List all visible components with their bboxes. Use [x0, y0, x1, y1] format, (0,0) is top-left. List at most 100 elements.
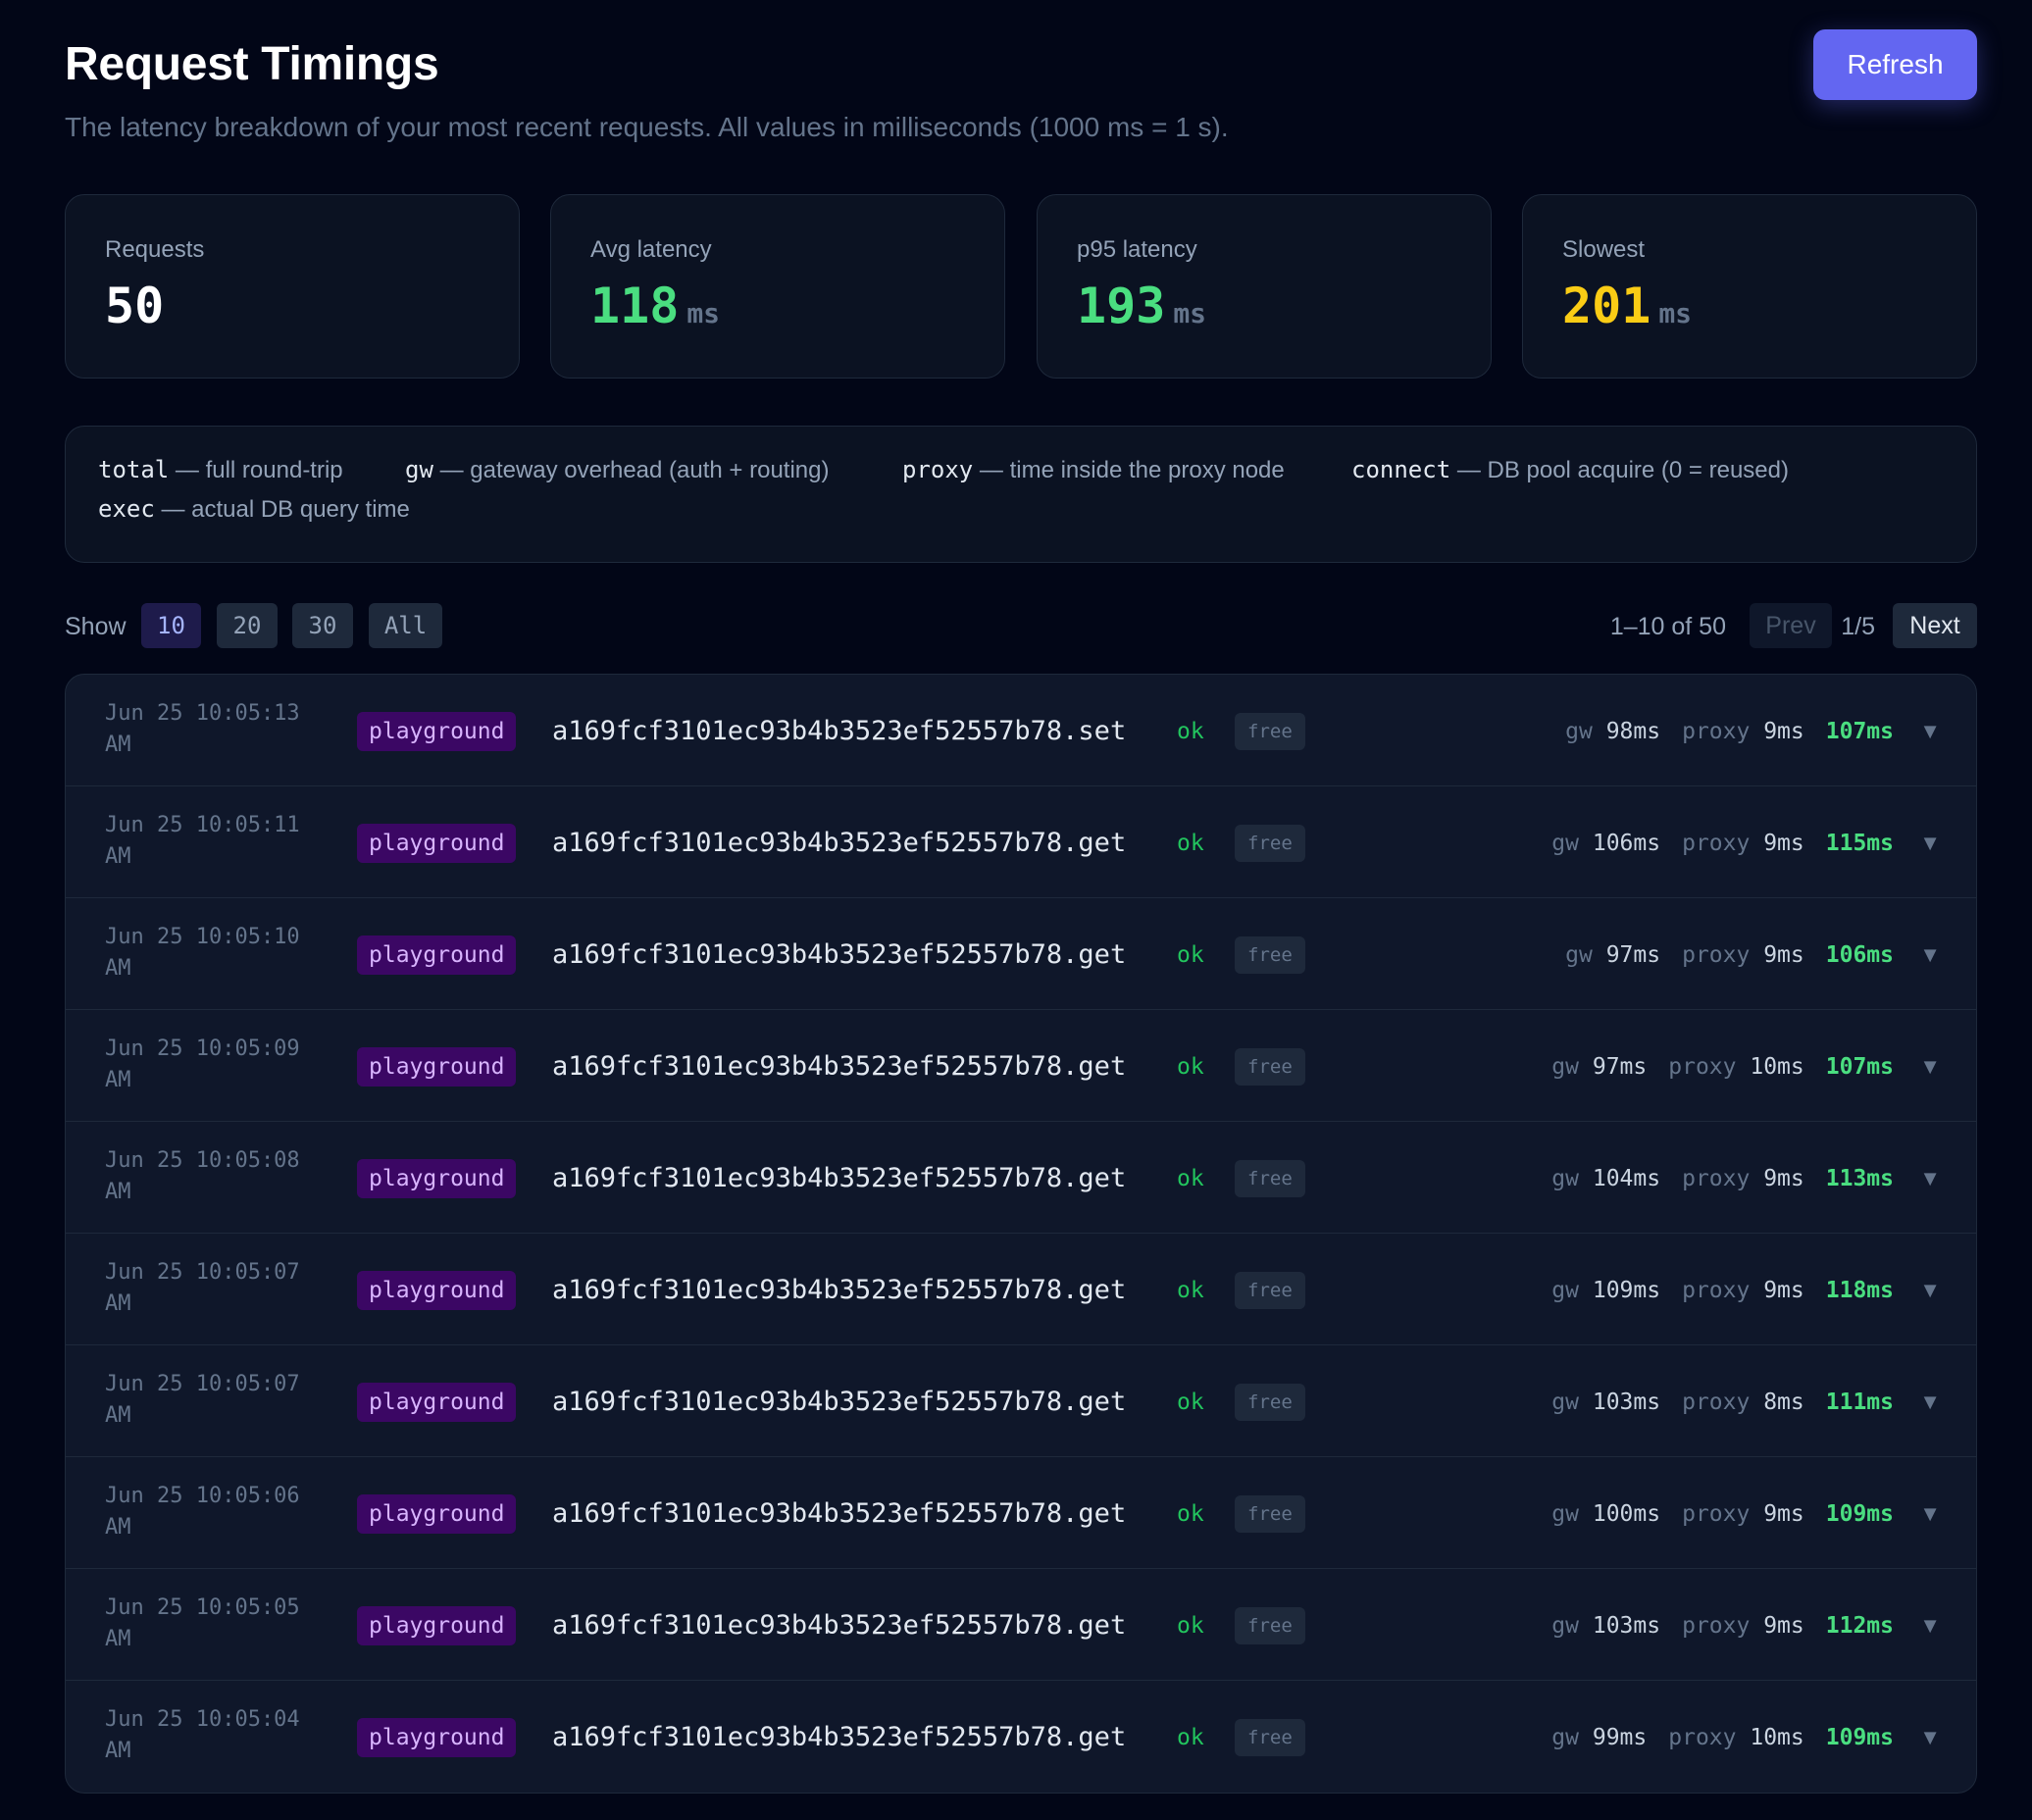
row-timestamp: Jun 25 10:05:10 AM [105, 922, 340, 985]
proxy-value: 9ms [1763, 1501, 1804, 1527]
row-timings: gw 99ms proxy 10ms 109ms [1551, 1718, 1894, 1757]
proxy-value: 9ms [1763, 1613, 1804, 1639]
table-row[interactable]: Jun 25 10:05:04 AM playground a169fcf3101ec… [66, 1681, 1976, 1793]
legend-key: connect [1351, 456, 1451, 483]
chevron-down-icon[interactable]: ▼ [1919, 1054, 1941, 1079]
stat-number: 118 [590, 278, 680, 334]
row-timestamp-date: Jun 25 10:05:11 [105, 813, 300, 837]
row-timings: gw 97ms proxy 9ms 106ms [1565, 935, 1894, 975]
gw-value: 103ms [1592, 1390, 1661, 1415]
chevron-down-icon[interactable]: ▼ [1919, 942, 1941, 967]
refresh-button[interactable]: Refresh [1813, 29, 1977, 100]
row-timings: gw 98ms proxy 9ms 107ms [1565, 712, 1894, 751]
proxy-label: proxy [1682, 942, 1751, 968]
stat-number: 201 [1562, 278, 1651, 334]
row-timings: gw 104ms proxy 9ms 113ms [1551, 1159, 1894, 1198]
request-table: Jun 25 10:05:13 AM playground a169fcf3101ec… [65, 674, 1977, 1794]
proxy-label: proxy [1682, 1166, 1751, 1191]
gw-value: 109ms [1592, 1278, 1661, 1303]
chevron-down-icon[interactable]: ▼ [1919, 831, 1941, 855]
page-size-20-button[interactable]: 20 [217, 603, 278, 648]
env-badge: playground [357, 1383, 517, 1422]
env-badge: playground [357, 1047, 517, 1087]
env-badge: playground [357, 824, 517, 863]
chevron-down-icon[interactable]: ▼ [1919, 1501, 1941, 1526]
total-value: 118ms [1825, 1278, 1894, 1303]
chevron-down-icon[interactable]: ▼ [1919, 1278, 1941, 1302]
tier-badge: free [1235, 1607, 1305, 1644]
tier-badge: free [1235, 825, 1305, 862]
status-badge: ok [1177, 831, 1204, 856]
table-row[interactable]: Jun 25 10:05:09 AM playground a169fcf3101ec… [66, 1010, 1976, 1122]
legend-key: gw [405, 456, 433, 483]
page-size-all-button[interactable]: All [369, 603, 442, 648]
row-method: a169fcf3101ec93b4b3523ef52557b78.get [552, 1163, 1127, 1193]
table-row[interactable]: Jun 25 10:05:10 AM playground a169fcf3101ec… [66, 898, 1976, 1010]
table-row[interactable]: Jun 25 10:05:08 AM playground a169fcf3101ec… [66, 1122, 1976, 1234]
proxy-value: 9ms [1763, 1166, 1804, 1191]
row-timings: gw 103ms proxy 8ms 111ms [1551, 1383, 1894, 1422]
row-timestamp-date: Jun 25 10:05:09 [105, 1036, 300, 1061]
row-timestamp-date: Jun 25 10:05:10 [105, 925, 300, 949]
chevron-down-icon[interactable]: ▼ [1919, 1725, 1941, 1749]
table-row[interactable]: Jun 25 10:05:13 AM playground a169fcf3101ec… [66, 675, 1976, 786]
chevron-down-icon[interactable]: ▼ [1919, 1166, 1941, 1190]
page-size-10-button[interactable]: 10 [141, 603, 201, 648]
proxy-value: 9ms [1763, 1278, 1804, 1303]
page-size-30-button[interactable]: 30 [292, 603, 353, 648]
chevron-down-icon[interactable]: ▼ [1919, 1613, 1941, 1638]
gw-label: gw [1551, 1613, 1579, 1639]
stat-value: 201 ms [1562, 278, 1692, 334]
legend-key: proxy [902, 456, 974, 483]
env-badge: playground [357, 1271, 517, 1310]
row-timings: gw 100ms proxy 9ms 109ms [1551, 1494, 1894, 1534]
row-timestamp-ampm: AM [105, 1180, 131, 1204]
gw-label: gw [1551, 1278, 1579, 1303]
row-timestamp: Jun 25 10:05:07 AM [105, 1257, 340, 1320]
stat-value: 193 ms [1077, 278, 1206, 334]
stat-unit: ms [1173, 297, 1207, 329]
prev-page-button[interactable]: Prev [1750, 603, 1832, 648]
table-row[interactable]: Jun 25 10:05:07 AM playground a169fcf3101ec… [66, 1345, 1976, 1457]
table-row[interactable]: Jun 25 10:05:06 AM playground a169fcf3101ec… [66, 1457, 1976, 1569]
row-method: a169fcf3101ec93b4b3523ef52557b78.get [552, 1498, 1127, 1529]
status-badge: ok [1177, 1390, 1204, 1415]
row-timestamp: Jun 25 10:05:04 AM [105, 1704, 340, 1767]
row-timestamp-date: Jun 25 10:05:08 [105, 1148, 300, 1173]
gw-label: gw [1551, 1054, 1579, 1080]
table-row[interactable]: Jun 25 10:05:07 AM playground a169fcf3101ec… [66, 1234, 1976, 1345]
row-timestamp-date: Jun 25 10:05:13 [105, 701, 300, 726]
gw-label: gw [1565, 719, 1593, 744]
legend-key: total [98, 456, 170, 483]
chevron-down-icon[interactable]: ▼ [1919, 719, 1941, 743]
timing-legend: total — full round-trip gw — gateway ove… [65, 426, 1977, 563]
stat-number: 50 [105, 278, 165, 334]
env-badge: playground [357, 1494, 517, 1534]
page-indicator: 1/5 [1841, 613, 1875, 640]
row-method: a169fcf3101ec93b4b3523ef52557b78.get [552, 828, 1127, 858]
tier-badge: free [1235, 1495, 1305, 1533]
row-timestamp-ampm: AM [105, 1515, 131, 1540]
row-timings: gw 103ms proxy 9ms 112ms [1551, 1606, 1894, 1645]
row-timestamp-ampm: AM [105, 1403, 131, 1428]
table-row[interactable]: Jun 25 10:05:05 AM playground a169fcf3101ec… [66, 1569, 1976, 1681]
legend-item-proxy: proxy — time inside the proxy node [902, 456, 1285, 484]
row-timestamp: Jun 25 10:05:05 AM [105, 1592, 340, 1655]
gw-label: gw [1551, 1501, 1579, 1527]
env-badge: playground [357, 712, 517, 751]
legend-desc: — gateway overhead (auth + routing) [432, 457, 830, 483]
row-timestamp-date: Jun 25 10:05:04 [105, 1707, 300, 1732]
gw-value: 98ms [1605, 719, 1661, 744]
row-method: a169fcf3101ec93b4b3523ef52557b78.get [552, 1387, 1127, 1417]
proxy-value: 10ms [1750, 1054, 1804, 1080]
table-row[interactable]: Jun 25 10:05:11 AM playground a169fcf3101ec… [66, 786, 1976, 898]
next-page-button[interactable]: Next [1893, 603, 1977, 648]
page-subtitle: The latency breakdown of your most recen… [65, 112, 1229, 142]
status-badge: ok [1177, 1054, 1204, 1080]
env-badge: playground [357, 1606, 517, 1645]
tier-badge: free [1235, 1719, 1305, 1756]
row-timestamp: Jun 25 10:05:11 AM [105, 810, 340, 873]
row-method: a169fcf3101ec93b4b3523ef52557b78.get [552, 1610, 1127, 1641]
chevron-down-icon[interactable]: ▼ [1919, 1390, 1941, 1414]
gw-label: gw [1565, 942, 1593, 968]
